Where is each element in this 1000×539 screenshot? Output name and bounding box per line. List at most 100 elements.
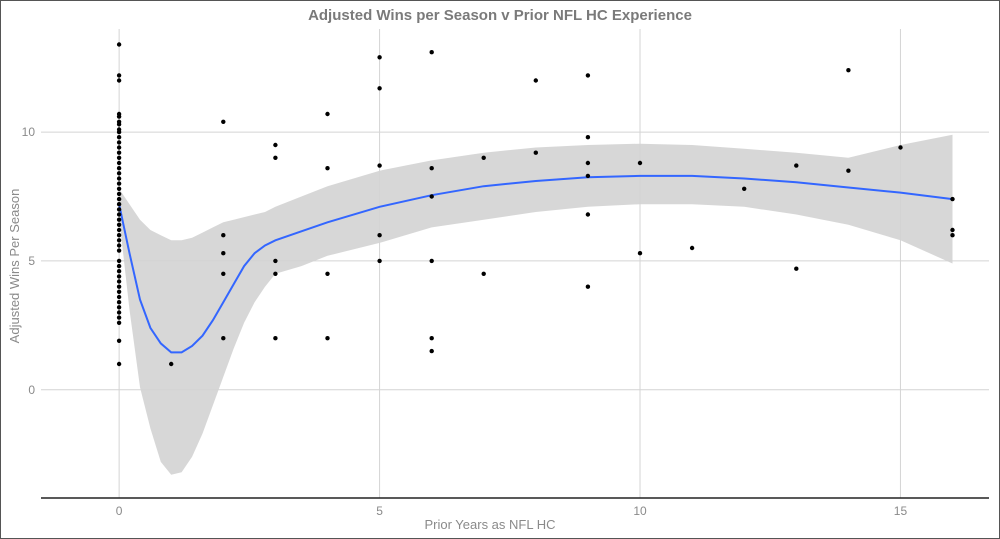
- confidence-band: [119, 134, 953, 475]
- data-point: [950, 233, 955, 238]
- data-point: [585, 284, 591, 289]
- data-point: [429, 336, 434, 341]
- data-point: [116, 227, 122, 233]
- data-point: [116, 186, 122, 191]
- data-point: [585, 135, 591, 140]
- data-point: [116, 243, 122, 248]
- data-point: [116, 78, 122, 83]
- data-point: [325, 166, 330, 171]
- data-point: [116, 310, 122, 315]
- x-tick-label: 5: [376, 504, 383, 518]
- data-point: [637, 251, 643, 256]
- data-point: [116, 269, 122, 274]
- data-point: [429, 258, 434, 264]
- y-axis-label: Adjusted Wins Per Season: [7, 189, 22, 344]
- data-point: [116, 166, 122, 171]
- chart-title: Adjusted Wins per Season v Prior NFL HC …: [308, 7, 692, 24]
- data-point: [273, 336, 278, 341]
- data-point: [116, 42, 122, 47]
- x-tick-label: 10: [633, 504, 647, 518]
- data-point: [116, 181, 122, 186]
- data-point: [325, 111, 330, 117]
- data-point: [116, 263, 122, 269]
- data-point: [742, 186, 747, 191]
- x-tick-label: 0: [116, 504, 123, 518]
- data-point: [429, 348, 434, 354]
- data-point: [325, 271, 330, 276]
- data-point: [846, 68, 851, 73]
- data-point: [794, 163, 799, 168]
- data-point: [429, 166, 434, 171]
- data-point: [585, 73, 591, 78]
- y-tick-label: 5: [28, 254, 35, 268]
- data-point: [116, 73, 122, 78]
- data-point: [221, 336, 226, 341]
- data-point: [116, 171, 122, 176]
- data-point: [273, 142, 278, 148]
- data-point: [116, 289, 122, 294]
- data-point: [169, 361, 174, 367]
- data-point: [116, 155, 122, 160]
- data-point: [846, 168, 851, 173]
- data-point: [273, 155, 278, 160]
- confidence-band-layer: [119, 134, 953, 475]
- data-point: [116, 315, 122, 320]
- data-point: [377, 55, 382, 60]
- data-point: [377, 163, 382, 168]
- smooth-line: [118, 174, 953, 354]
- data-point: [116, 222, 122, 227]
- data-point: [116, 176, 122, 181]
- data-point: [116, 338, 122, 343]
- data-point: [585, 212, 591, 217]
- data-point: [116, 305, 122, 310]
- tick-labels: 0 5 10 15 0 5 10: [22, 125, 908, 518]
- data-point: [481, 155, 486, 160]
- data-point: [116, 191, 122, 197]
- data-point: [221, 251, 226, 256]
- data-point: [116, 258, 122, 264]
- data-point: [116, 238, 122, 243]
- data-point: [377, 86, 382, 91]
- data-point: [637, 160, 643, 166]
- data-point: [116, 279, 122, 284]
- points-layer: [116, 42, 955, 367]
- data-point: [116, 248, 122, 253]
- data-point: [898, 145, 903, 150]
- data-point: [116, 160, 122, 166]
- data-point: [221, 271, 226, 276]
- data-point: [116, 300, 122, 305]
- y-tick-label: 10: [22, 125, 36, 139]
- data-point: [585, 173, 591, 179]
- data-point: [950, 196, 955, 202]
- data-point: [533, 78, 538, 83]
- data-point: [273, 271, 278, 276]
- data-point: [950, 227, 955, 233]
- data-point: [221, 233, 226, 238]
- data-point: [116, 294, 122, 300]
- data-point: [377, 233, 382, 238]
- data-point: [116, 361, 122, 367]
- data-point: [481, 271, 486, 276]
- data-point: [116, 207, 122, 212]
- data-point: [794, 266, 799, 271]
- data-point: [116, 135, 122, 140]
- data-point: [116, 233, 122, 238]
- data-point: [116, 145, 122, 150]
- data-point: [116, 150, 122, 155]
- data-point: [429, 194, 434, 199]
- data-point: [585, 160, 591, 166]
- data-point: [221, 119, 226, 125]
- data-point: [273, 258, 278, 264]
- data-point: [116, 284, 122, 289]
- data-point: [116, 114, 122, 119]
- data-point: [377, 258, 382, 264]
- y-tick-label: 0: [28, 383, 35, 397]
- x-tick-label: 15: [894, 504, 908, 518]
- data-point: [116, 140, 122, 145]
- data-point: [116, 129, 122, 135]
- data-point: [325, 336, 330, 341]
- data-point: [116, 202, 122, 207]
- data-point: [116, 122, 122, 127]
- x-axis-label: Prior Years as NFL HC: [424, 517, 555, 532]
